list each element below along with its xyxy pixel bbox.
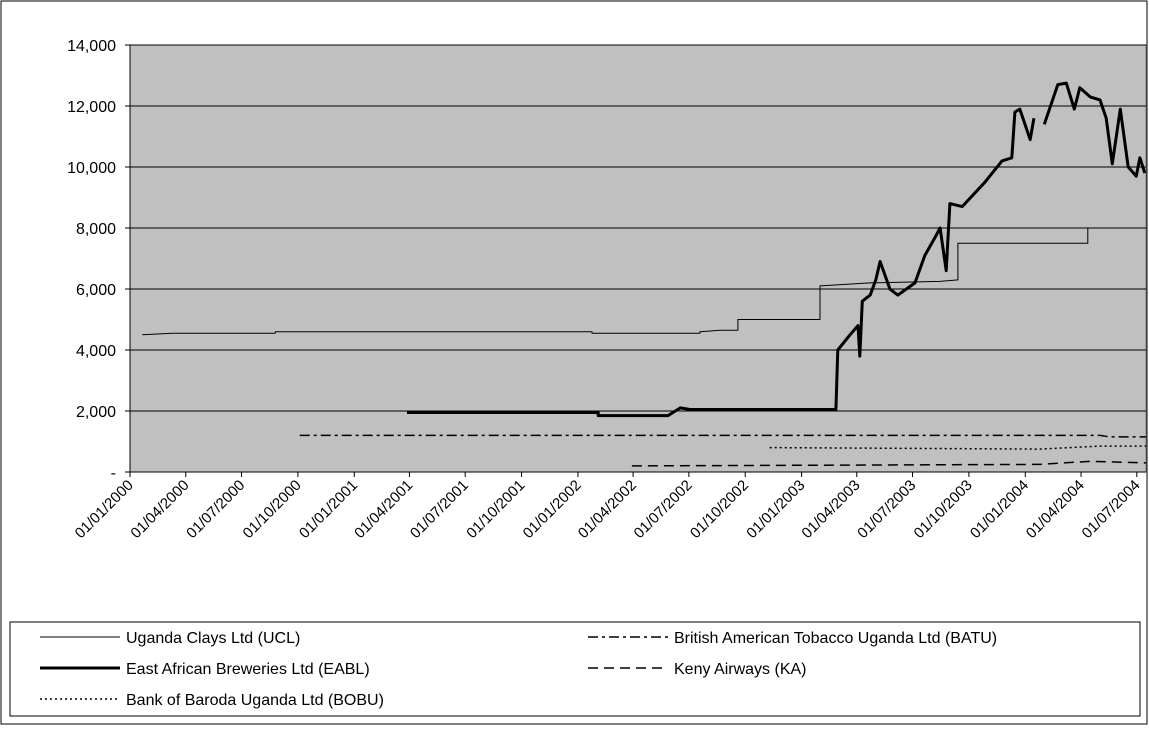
y-tick-label: 14,000 [67,38,116,55]
y-tick-label: 12,000 [67,99,116,116]
legend-label: East African Breweries Ltd (EABL) [126,661,370,678]
y-tick-label: 6,000 [76,282,116,299]
y-tick-label: 10,000 [67,160,116,177]
series-line [631,460,1147,467]
y-tick-label: 2,000 [76,404,116,421]
series-line [299,434,1146,438]
legend-label: British American Tobacco Uganda Ltd (BAT… [674,630,997,647]
legend-label: Uganda Clays Ltd (UCL) [126,630,300,647]
legend-label: Bank of Baroda Uganda Ltd (BOBU) [126,692,384,709]
series-line [142,227,1146,336]
legend-box [9,621,1141,717]
y-tick-label: - [111,465,116,482]
y-tick-label: 4,000 [76,343,116,360]
series-line [769,445,1146,450]
series-line [407,81,1147,418]
legend-label: Keny Airways (KA) [674,661,806,678]
plot-area [129,44,1147,473]
y-tick-label: 8,000 [76,221,116,238]
